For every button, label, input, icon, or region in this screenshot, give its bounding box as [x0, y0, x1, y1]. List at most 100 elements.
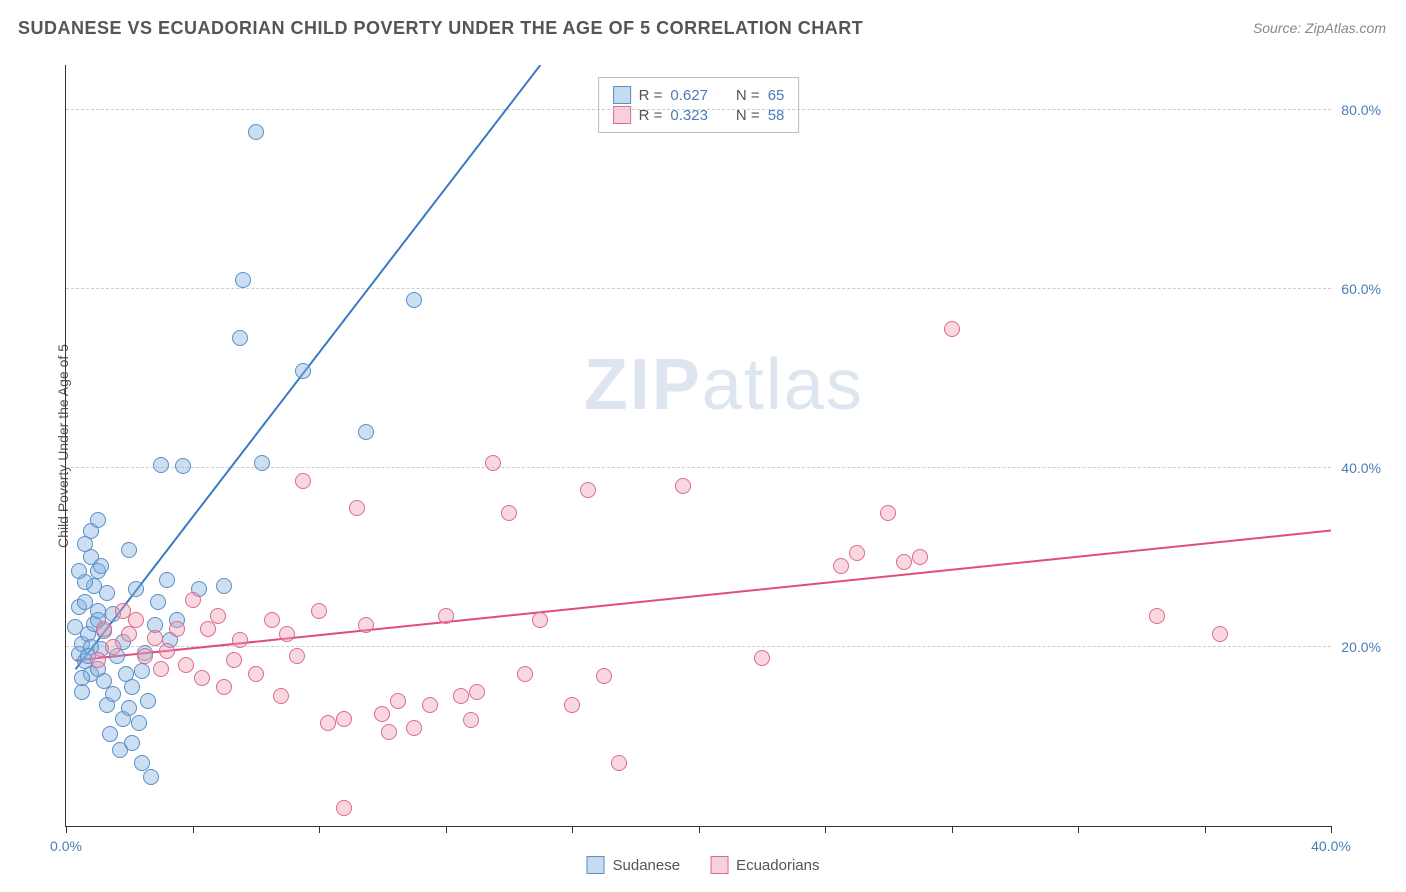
x-tick: [446, 826, 447, 833]
x-tick: [952, 826, 953, 833]
scatter-point-ecuadorians: [336, 800, 352, 816]
legend-swatch-sudanese: [587, 856, 605, 874]
scatter-point-ecuadorians: [485, 455, 501, 471]
scatter-point-ecuadorians: [833, 558, 849, 574]
scatter-point-ecuadorians: [390, 693, 406, 709]
scatter-point-sudanese: [406, 292, 422, 308]
scatter-point-sudanese: [153, 457, 169, 473]
legend-swatch-ecuadorians: [710, 856, 728, 874]
scatter-point-ecuadorians: [453, 688, 469, 704]
scatter-point-ecuadorians: [279, 626, 295, 642]
y-tick-label: 20.0%: [1341, 639, 1381, 655]
scatter-point-ecuadorians: [137, 648, 153, 664]
scatter-point-ecuadorians: [896, 554, 912, 570]
scatter-point-sudanese: [295, 363, 311, 379]
scatter-point-sudanese: [74, 670, 90, 686]
legend-item-sudanese: Sudanese: [587, 856, 681, 874]
scatter-point-sudanese: [248, 124, 264, 140]
y-tick-label: 40.0%: [1341, 460, 1381, 476]
scatter-point-sudanese: [90, 512, 106, 528]
scatter-point-sudanese: [105, 686, 121, 702]
scatter-point-ecuadorians: [406, 720, 422, 736]
scatter-point-sudanese: [235, 272, 251, 288]
scatter-point-ecuadorians: [438, 608, 454, 624]
scatter-point-ecuadorians: [248, 666, 264, 682]
scatter-point-ecuadorians: [153, 661, 169, 677]
scatter-point-ecuadorians: [944, 321, 960, 337]
scatter-point-ecuadorians: [358, 617, 374, 633]
scatter-point-sudanese: [67, 619, 83, 635]
scatter-point-ecuadorians: [289, 648, 305, 664]
scatter-point-ecuadorians: [912, 549, 928, 565]
x-tick: [1331, 826, 1332, 833]
scatter-point-ecuadorians: [96, 621, 112, 637]
x-tick: [1078, 826, 1079, 833]
x-tick: [319, 826, 320, 833]
plot-area: ZIPatlas R = 0.627 N = 65 R = 0.323 N = …: [65, 65, 1331, 827]
x-tick: [572, 826, 573, 833]
scatter-point-sudanese: [159, 572, 175, 588]
scatter-point-ecuadorians: [1212, 626, 1228, 642]
scatter-point-ecuadorians: [596, 668, 612, 684]
scatter-point-sudanese: [150, 594, 166, 610]
scatter-point-ecuadorians: [273, 688, 289, 704]
scatter-point-ecuadorians: [349, 500, 365, 516]
scatter-point-ecuadorians: [311, 603, 327, 619]
scatter-point-ecuadorians: [1149, 608, 1165, 624]
scatter-point-sudanese: [134, 663, 150, 679]
scatter-point-ecuadorians: [463, 712, 479, 728]
scatter-point-sudanese: [175, 458, 191, 474]
scatter-point-sudanese: [254, 455, 270, 471]
trend-line-ecuadorians: [75, 531, 1331, 661]
scatter-point-sudanese: [131, 715, 147, 731]
series-legend: Sudanese Ecuadorians: [587, 856, 820, 874]
scatter-point-ecuadorians: [90, 652, 106, 668]
y-tick-label: 80.0%: [1341, 102, 1381, 118]
x-tick: [825, 826, 826, 833]
legend-label-sudanese: Sudanese: [613, 857, 681, 874]
scatter-point-ecuadorians: [216, 679, 232, 695]
scatter-point-sudanese: [124, 679, 140, 695]
x-tick-label: 0.0%: [50, 838, 82, 854]
scatter-point-sudanese: [102, 726, 118, 742]
scatter-point-ecuadorians: [336, 711, 352, 727]
scatter-point-ecuadorians: [564, 697, 580, 713]
scatter-point-ecuadorians: [194, 670, 210, 686]
scatter-point-ecuadorians: [532, 612, 548, 628]
scatter-point-sudanese: [121, 700, 137, 716]
trend-overlay: [66, 65, 1331, 826]
scatter-point-ecuadorians: [880, 505, 896, 521]
scatter-point-sudanese: [216, 578, 232, 594]
scatter-point-ecuadorians: [469, 684, 485, 700]
scatter-point-ecuadorians: [580, 482, 596, 498]
scatter-point-sudanese: [77, 594, 93, 610]
legend-item-ecuadorians: Ecuadorians: [710, 856, 819, 874]
source-attribution: Source: ZipAtlas.com: [1253, 20, 1386, 36]
x-tick: [66, 826, 67, 833]
scatter-point-ecuadorians: [105, 639, 121, 655]
scatter-point-sudanese: [128, 581, 144, 597]
source-prefix: Source:: [1253, 20, 1305, 36]
scatter-point-ecuadorians: [849, 545, 865, 561]
scatter-point-ecuadorians: [226, 652, 242, 668]
scatter-point-ecuadorians: [754, 650, 770, 666]
scatter-point-ecuadorians: [185, 592, 201, 608]
scatter-point-ecuadorians: [169, 621, 185, 637]
legend-label-ecuadorians: Ecuadorians: [736, 857, 819, 874]
scatter-point-sudanese: [140, 693, 156, 709]
scatter-point-sudanese: [124, 735, 140, 751]
chart-container: Child Poverty Under the Age of 5 ZIPatla…: [55, 55, 1386, 837]
scatter-point-ecuadorians: [295, 473, 311, 489]
scatter-point-ecuadorians: [675, 478, 691, 494]
source-name: ZipAtlas.com: [1305, 20, 1386, 36]
scatter-point-sudanese: [232, 330, 248, 346]
scatter-point-ecuadorians: [210, 608, 226, 624]
chart-title: SUDANESE VS ECUADORIAN CHILD POVERTY UND…: [18, 18, 863, 39]
scatter-point-ecuadorians: [422, 697, 438, 713]
scatter-point-ecuadorians: [374, 706, 390, 722]
scatter-point-ecuadorians: [320, 715, 336, 731]
scatter-point-ecuadorians: [232, 632, 248, 648]
scatter-point-ecuadorians: [159, 643, 175, 659]
scatter-point-sudanese: [71, 563, 87, 579]
x-tick: [699, 826, 700, 833]
